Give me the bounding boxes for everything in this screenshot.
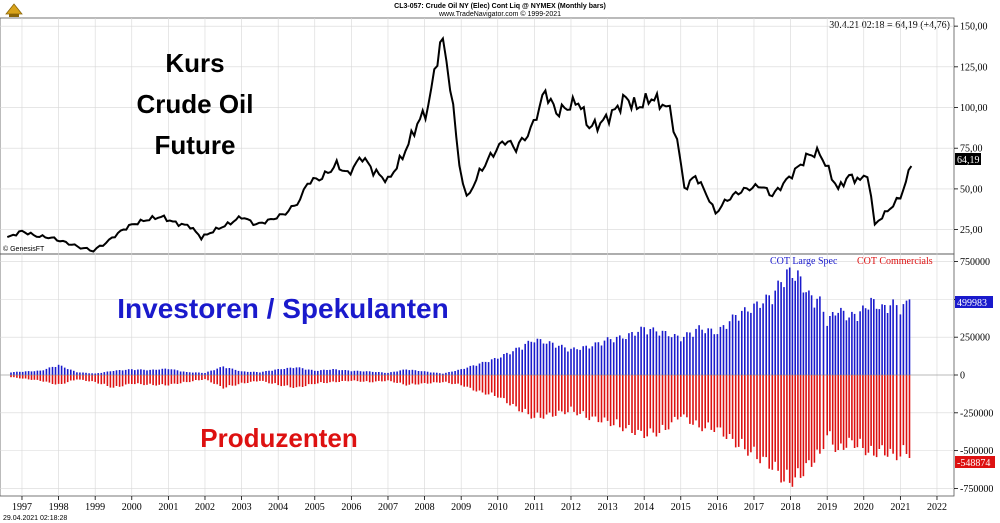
cot-bars <box>0 267 954 487</box>
y-tick-label: 100,00 <box>960 103 988 114</box>
x-tick-label: 2001 <box>158 502 178 513</box>
y-tick-label: -750000 <box>960 484 993 495</box>
x-tick-label: 2011 <box>525 502 545 513</box>
x-tick-label: 2010 <box>488 502 508 513</box>
x-tick-label: 2002 <box>195 502 215 513</box>
x-tick-label: 2013 <box>598 502 618 513</box>
overlay-price-title-line2: Crude Oil <box>136 89 253 119</box>
x-tick-label: 2009 <box>451 502 471 513</box>
x-tick-label: 1999 <box>85 502 105 513</box>
x-tick-label: 2005 <box>305 502 325 513</box>
x-tick-label: 2007 <box>378 502 398 513</box>
x-tick-label: 1997 <box>12 502 32 513</box>
x-tick-label: 2004 <box>268 502 288 513</box>
x-tick-label: 2006 <box>341 502 361 513</box>
overlay-producers: Produzenten <box>200 423 357 453</box>
copyright-text: www.TradeNavigator.com © 1999-2021 <box>438 10 561 18</box>
x-tick-label: 2014 <box>634 502 654 513</box>
x-tick-label: 2019 <box>817 502 837 513</box>
x-tick-label: 2000 <box>122 502 142 513</box>
price-panel-frame <box>0 17 955 255</box>
y-tick-label: -250000 <box>960 408 993 419</box>
x-tick-label: 2003 <box>232 502 252 513</box>
x-axis: 1997 1998 1999 2000 2001 2002 2003 2004 2005 2006… <box>12 496 947 513</box>
x-tick-label: 1998 <box>49 502 69 513</box>
y-tick-label: 0 <box>960 371 965 382</box>
legend-commercials: COT Commercials <box>857 256 933 267</box>
y-tick-label: 150,00 <box>960 22 988 33</box>
y-tick-label: 75,00 <box>960 144 983 155</box>
x-tick-label: 2015 <box>671 502 691 513</box>
x-tick-label: 2012 <box>561 502 581 513</box>
price-last-value: 64,19 <box>957 155 980 166</box>
price-grid <box>0 18 954 254</box>
y-tick-label: 125,00 <box>960 62 988 73</box>
commercials-last-value: -548874 <box>957 458 990 469</box>
y-tick-label: 25,00 <box>960 225 983 236</box>
x-tick-label: 2017 <box>744 502 764 513</box>
spec-last-value-label: 499983 <box>955 296 993 309</box>
legend-large-spec: COT Large Spec <box>770 256 838 267</box>
price-last-value-label: 64,19 <box>955 153 981 166</box>
price-line <box>6 35 913 253</box>
commercials-last-value-label: -548874 <box>955 456 995 469</box>
y-tick-label: 750000 <box>960 257 990 268</box>
y-tick-label: 250000 <box>960 333 990 344</box>
footer-timestamp: 29.04.2021 02:18:28 <box>3 515 67 522</box>
overlay-price-title-line3: Future <box>155 130 236 160</box>
x-tick-label: 2021 <box>890 502 910 513</box>
chart-title: CL3-057: Crude Oil NY (Elec) Cont Liq @ … <box>394 3 606 10</box>
source-label: © GenesisFT <box>3 245 45 253</box>
price-readout: 30.4.21 02:18 = 64,19 (+4,76) <box>829 20 950 31</box>
x-tick-label: 2022 <box>927 502 947 513</box>
spec-last-value: 499983 <box>957 298 987 309</box>
overlay-price-title-line1: Kurs <box>165 48 224 78</box>
trade-navigator-logo-icon <box>5 3 23 17</box>
y-tick-label: -500000 <box>960 446 993 457</box>
x-tick-label: 2008 <box>415 502 435 513</box>
price-y-axis: 25,00 50,00 75,00 100,00 125,00 150,00 <box>954 22 988 236</box>
overlay-investors: Investoren / Spekulanten <box>117 293 448 324</box>
y-tick-label: 50,00 <box>960 184 983 195</box>
x-tick-label: 2018 <box>781 502 801 513</box>
x-tick-label: 2020 <box>854 502 874 513</box>
x-tick-label: 2016 <box>707 502 727 513</box>
